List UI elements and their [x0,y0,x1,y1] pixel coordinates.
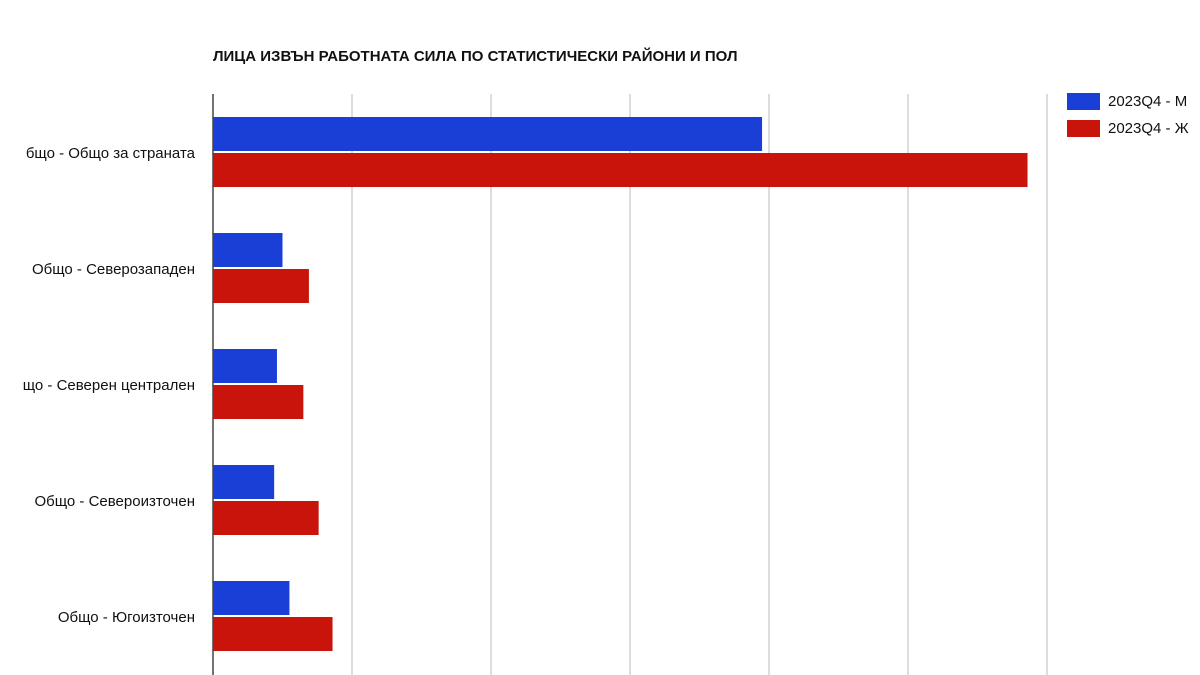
bar [213,349,277,383]
y-tick-label: бщо - Общо за страната [26,145,196,162]
bar [213,501,319,535]
bar [213,581,290,615]
legend-swatch [1067,93,1100,110]
bar [213,153,1028,187]
y-tick-label: Общо - Северозападен [32,261,195,278]
chart-title: ЛИЦА ИЗВЪН РАБОТНАТА СИЛА ПО СТАТИСТИЧЕС… [213,47,737,65]
legend-swatch [1067,120,1100,137]
bar [213,465,275,499]
bar [213,117,763,151]
bar [213,269,309,303]
bar [213,385,304,419]
legend-label: 2023Q4 - М [1108,93,1187,110]
y-tick-label: що - Северен централен [23,377,195,394]
legend-label: 2023Q4 - Ж [1108,120,1189,137]
y-tick-label: Общо - Североизточен [34,493,195,510]
y-tick-label: Общо - Югоизточен [58,609,195,626]
bar [213,233,283,267]
bar [213,617,333,651]
